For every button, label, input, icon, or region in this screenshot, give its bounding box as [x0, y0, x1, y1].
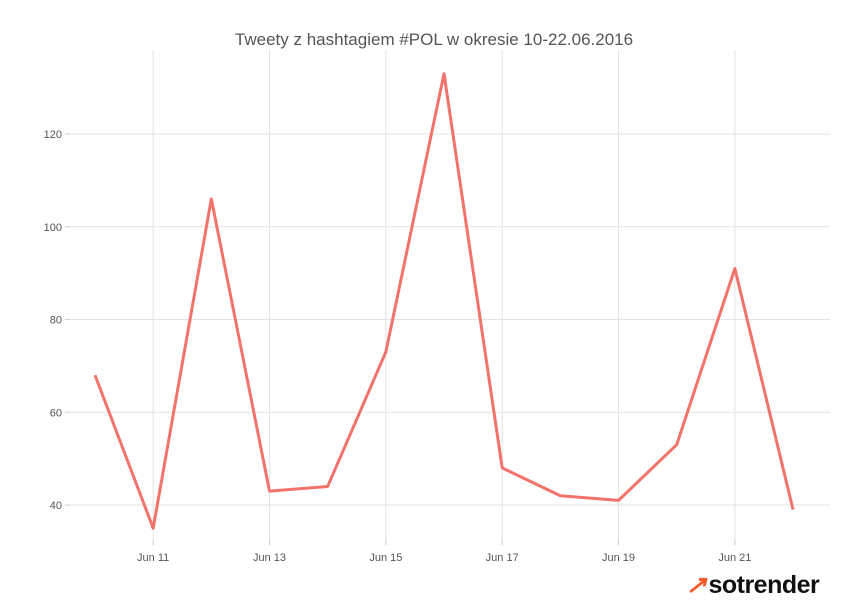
logo-text: sotrender: [708, 571, 820, 599]
x-tick-label: Jun 11: [137, 552, 169, 564]
logo-mark-icon: ↗: [686, 571, 707, 599]
y-tick-label: 120: [44, 129, 62, 141]
x-tick-label: Jun 19: [602, 552, 635, 564]
x-tick-label: Jun 21: [718, 552, 751, 564]
y-tick-label: 100: [44, 222, 62, 234]
series-line: [93, 72, 795, 530]
y-tick-label: 80: [50, 315, 62, 327]
y-tick-label: 40: [50, 500, 62, 512]
y-tick-label: 60: [50, 407, 62, 419]
x-tick-label: Jun 17: [486, 552, 519, 564]
sotrender-logo: ↗sotrender: [686, 570, 820, 600]
chart-title: Tweety z hashtagiem #POL w okresie 10-22…: [234, 30, 634, 49]
x-tick-label: Jun 13: [253, 552, 286, 564]
x-tick-label: Jun 15: [369, 552, 402, 564]
